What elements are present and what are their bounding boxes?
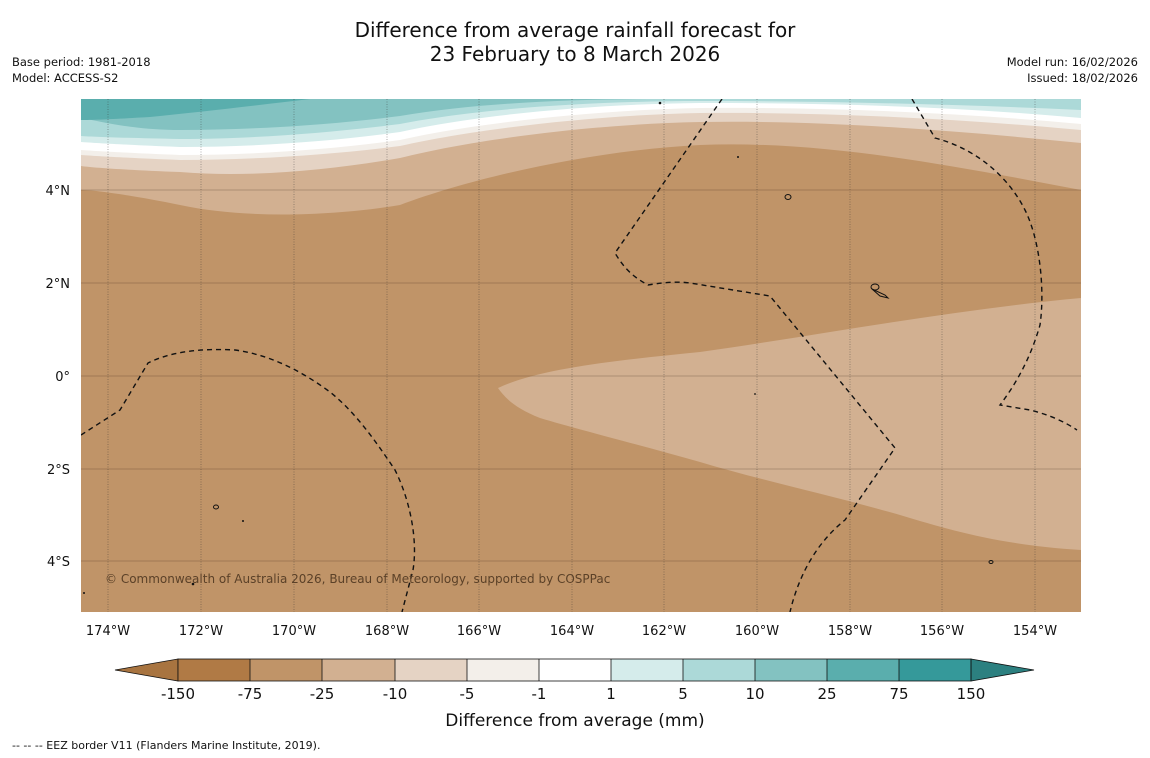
legend-frame — [177, 658, 972, 682]
lon-label-170w: 170°W — [272, 624, 316, 639]
legend-tick-4: -10 — [383, 685, 408, 703]
copyright-notice: © Commonwealth of Australia 2026, Bureau… — [105, 572, 610, 586]
legend-swatch-6 — [539, 659, 611, 681]
lon-label-172w: 172°W — [179, 624, 223, 639]
legend-dividers — [249, 659, 900, 681]
island-dots — [83, 101, 756, 594]
lon-label-160w: 160°W — [735, 624, 779, 639]
legend-tick-6: -1 — [532, 685, 547, 703]
legend-tick-10: 25 — [817, 685, 836, 703]
lat-label-4n: 4°N — [46, 184, 71, 199]
map-area: © Commonwealth of Australia 2026, Bureau… — [81, 99, 1081, 612]
lat-label-4s: 4°S — [47, 555, 70, 570]
legend-tick-7: 1 — [606, 685, 616, 703]
legend-swatch-10 — [827, 659, 899, 681]
legend-swatch-1 — [178, 659, 250, 681]
longitude-gridlines — [107, 99, 1036, 612]
title-line-1: Difference from average rainfall forecas… — [354, 18, 796, 42]
legend-swatch-11 — [899, 659, 971, 681]
lon-label-166w: 166°W — [457, 624, 501, 639]
legend-tick-9: 10 — [745, 685, 764, 703]
legend-swatch-5 — [467, 659, 539, 681]
base-period-text: Base period: 1981-2018 — [12, 55, 151, 69]
issued-text: Issued: 18/02/2026 — [1027, 71, 1138, 85]
legend-swatch-9 — [755, 659, 827, 681]
legend-tick-12: 150 — [957, 685, 986, 703]
legend-extend-high — [970, 658, 1035, 682]
legend-tick-8: 5 — [678, 685, 688, 703]
legend-swatch-8 — [683, 659, 755, 681]
lon-label-164w: 164°W — [550, 624, 594, 639]
title-line-2: 23 February to 8 March 2026 — [429, 42, 721, 66]
lon-label-156w: 156°W — [920, 624, 964, 639]
lon-label-174w: 174°W — [86, 624, 130, 639]
chart-title: Difference from average rainfall forecas… — [0, 18, 1150, 66]
legend-tick-11: 75 — [889, 685, 908, 703]
legend-colorbar: -150 -75 -25 -10 -5 -1 1 5 10 25 75 150 … — [114, 658, 1035, 731]
legend-swatch-4 — [395, 659, 467, 681]
lon-label-158w: 158°W — [828, 624, 872, 639]
metadata-right: Model run: 16/02/2026 Issued: 18/02/2026 — [1007, 54, 1138, 86]
lon-label-162w: 162°W — [642, 624, 686, 639]
legend-extend-low — [114, 658, 179, 682]
latitude-gridlines — [81, 189, 1081, 562]
anomaly-fill-southeast-moderate-dry — [498, 298, 1081, 550]
lat-label-0: 0° — [55, 370, 70, 385]
metadata-left: Base period: 1981-2018 Model: ACCESS-S2 — [12, 54, 151, 86]
lon-label-154w: 154°W — [1013, 624, 1057, 639]
legend-title: Difference from average (mm) — [445, 711, 704, 731]
legend-swatch-2 — [250, 659, 322, 681]
legend-swatch-3 — [322, 659, 395, 681]
legend-tick-2: -75 — [238, 685, 263, 703]
lon-label-168w: 168°W — [365, 624, 409, 639]
legend-tick-1: -150 — [161, 685, 195, 703]
legend-tick-3: -25 — [310, 685, 335, 703]
legend-swatch-7 — [611, 659, 683, 681]
eez-borders — [81, 99, 1078, 612]
eez-footnote: -- -- -- EEZ border V11 (Flanders Marine… — [12, 739, 321, 752]
lat-label-2s: 2°S — [47, 463, 70, 478]
legend-tick-5: -5 — [460, 685, 475, 703]
model-text: Model: ACCESS-S2 — [12, 71, 119, 85]
model-run-text: Model run: 16/02/2026 — [1006, 55, 1138, 69]
island-outlines — [213, 194, 994, 564]
lat-label-2n: 2°N — [46, 277, 71, 292]
anomaly-fill-north-very-wet — [81, 99, 310, 120]
